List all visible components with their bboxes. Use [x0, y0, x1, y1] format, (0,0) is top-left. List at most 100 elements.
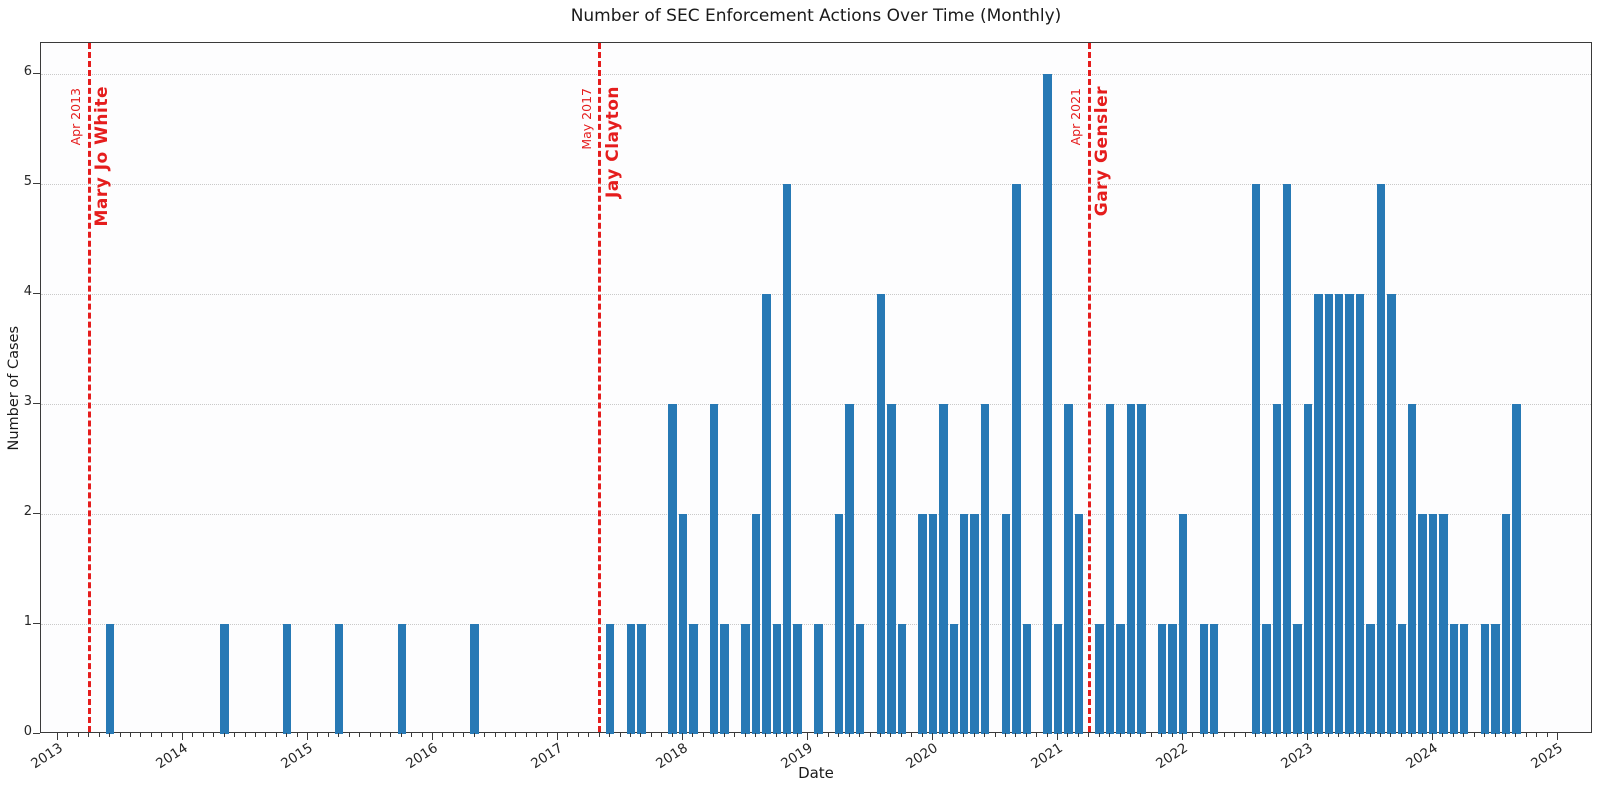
gridline-y4 [41, 294, 1591, 295]
x-minor-tick [1411, 733, 1413, 737]
x-minor-tick [546, 733, 548, 737]
x-minor-tick [286, 733, 288, 737]
bar-2023-09 [1387, 294, 1396, 734]
x-minor-tick [1150, 733, 1152, 737]
bar-2020-08 [1001, 514, 1011, 734]
x-tick-2023 [1307, 733, 1308, 740]
y-tick-label-6: 6 [23, 64, 32, 79]
x-minor-tick [254, 733, 256, 737]
x-minor-tick [536, 733, 538, 737]
x-minor-tick [723, 733, 725, 737]
bar-2023-12 [1418, 514, 1427, 734]
x-minor-tick [1036, 733, 1038, 737]
x-minor-tick [577, 733, 579, 737]
bar-2021-11 [1157, 624, 1167, 734]
x-minor-tick [786, 733, 788, 737]
x-minor-tick [494, 733, 496, 737]
x-minor-tick [921, 733, 923, 737]
x-minor-tick [202, 733, 204, 737]
x-minor-tick [1234, 733, 1236, 737]
bar-2023-06 [1355, 294, 1365, 734]
bar-2016-05 [470, 624, 479, 734]
x-minor-tick [1098, 733, 1100, 737]
y-tick-mark-3 [33, 403, 40, 404]
bar-2022-11 [1282, 184, 1292, 734]
x-minor-tick [1442, 733, 1444, 737]
bar-2021-05 [1095, 624, 1104, 734]
x-tick-2024 [1432, 733, 1433, 740]
chair-line-3 [1087, 43, 1091, 732]
bar-2019-06 [855, 624, 865, 734]
x-minor-tick [1275, 733, 1277, 737]
bar-2018-01 [678, 514, 688, 734]
bar-2024-01 [1428, 514, 1438, 734]
x-minor-tick [1463, 733, 1465, 737]
x-minor-tick [1140, 733, 1142, 737]
bar-2023-01 [1303, 404, 1313, 734]
x-minor-tick [484, 733, 486, 737]
gridline-y6 [41, 74, 1591, 75]
x-minor-tick [702, 733, 704, 737]
x-minor-tick [629, 733, 631, 737]
x-tick-2017 [557, 733, 558, 740]
x-minor-tick [77, 733, 79, 737]
x-minor-tick [754, 733, 756, 737]
x-minor-tick [129, 733, 131, 737]
x-minor-tick [1046, 733, 1048, 737]
x-tick-2019 [807, 733, 808, 740]
bar-2021-02 [1064, 404, 1073, 734]
x-minor-tick [223, 733, 225, 737]
x-minor-tick [1546, 733, 1548, 737]
y-tick-mark-6 [33, 73, 40, 74]
x-minor-tick [452, 733, 454, 737]
x-minor-tick [900, 733, 902, 737]
bar-2017-09 [637, 624, 646, 734]
bar-2014-11 [282, 624, 292, 734]
x-minor-tick [1400, 733, 1402, 737]
bar-2022-08 [1251, 184, 1261, 734]
x-minor-tick [109, 733, 111, 737]
x-minor-tick [213, 733, 215, 737]
bar-2024-02 [1439, 514, 1448, 734]
x-tick-2013 [57, 733, 58, 740]
x-minor-tick [1265, 733, 1267, 737]
x-minor-tick [1390, 733, 1392, 737]
bar-2019-05 [845, 404, 854, 734]
bar-2018-08 [751, 514, 761, 734]
y-tick-label-5: 5 [23, 174, 32, 189]
y-tick-mark-2 [33, 513, 40, 514]
x-minor-tick [827, 733, 829, 737]
x-minor-tick [504, 733, 506, 737]
bar-2018-02 [689, 624, 698, 734]
x-minor-tick [140, 733, 142, 737]
y-tick-label-4: 4 [23, 284, 32, 299]
x-minor-tick [765, 733, 767, 737]
x-minor-tick [348, 733, 350, 737]
x-minor-tick [1077, 733, 1079, 737]
x-tick-2020 [932, 733, 933, 740]
x-minor-tick [1171, 733, 1173, 737]
x-minor-tick [775, 733, 777, 737]
x-minor-tick [994, 733, 996, 737]
chair-line-1 [87, 43, 91, 732]
bar-2022-04 [1210, 624, 1219, 734]
x-minor-tick [1452, 733, 1454, 737]
bar-2024-08 [1501, 514, 1511, 734]
x-minor-tick [1369, 733, 1371, 737]
x-minor-tick [1067, 733, 1069, 737]
bar-2020-04 [960, 514, 969, 734]
x-minor-tick [1421, 733, 1423, 737]
bar-2023-03 [1324, 294, 1334, 734]
chair-date-3: Apr 2021 [1068, 88, 1084, 146]
bar-2020-01 [928, 514, 938, 734]
x-minor-tick [1244, 733, 1246, 737]
bar-2018-07 [741, 624, 750, 734]
x-minor-tick [1254, 733, 1256, 737]
bar-2023-02 [1314, 294, 1323, 734]
x-minor-tick [1504, 733, 1506, 737]
x-minor-tick [744, 733, 746, 737]
chair-name-2: Jay Clayton [602, 86, 623, 199]
x-minor-tick [1317, 733, 1319, 737]
bar-2022-10 [1272, 404, 1281, 734]
x-minor-tick [1473, 733, 1475, 737]
